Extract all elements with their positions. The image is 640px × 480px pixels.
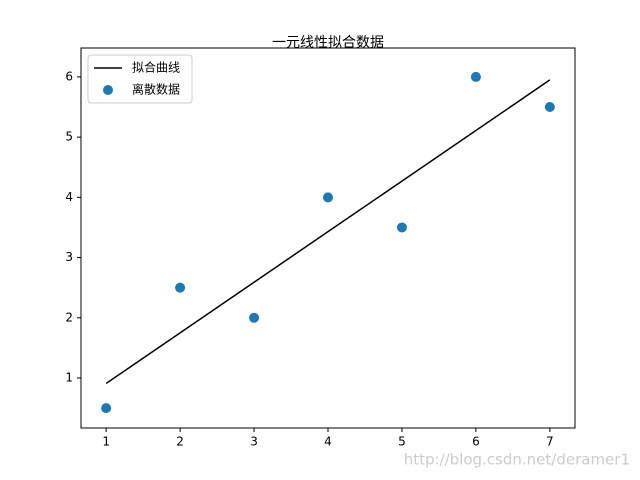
y-tick-label: 2	[65, 310, 73, 324]
x-tick-label: 7	[546, 435, 554, 449]
legend-box	[87, 54, 193, 104]
x-tick-label: 2	[176, 435, 184, 449]
x-tick-label: 1	[102, 435, 110, 449]
point	[544, 102, 555, 113]
point	[175, 282, 186, 293]
y-tick-label: 6	[65, 69, 73, 83]
y-tick-label: 5	[65, 130, 73, 144]
x-tick-label: 4	[324, 435, 332, 449]
point	[470, 71, 481, 82]
y-tick-label: 4	[65, 190, 73, 204]
y-tick-label: 3	[65, 250, 73, 264]
chart-title: 一元线性拟合数据	[272, 35, 384, 51]
fit-line	[105, 79, 551, 385]
legend-label: 离散数据	[132, 82, 180, 97]
x-tick-label: 5	[398, 435, 406, 449]
watermark: http://blog.csdn.net/deramer1	[404, 451, 630, 469]
axes-frame	[80, 47, 576, 429]
point	[249, 312, 260, 323]
legend-marker	[103, 85, 113, 95]
point	[396, 222, 407, 233]
point	[101, 403, 112, 414]
x-tick-label: 6	[472, 435, 480, 449]
legend-label: 拟合曲线	[132, 60, 180, 75]
point	[323, 192, 333, 203]
y-tick-label: 1	[65, 371, 73, 385]
x-tick-label: 3	[250, 435, 258, 449]
